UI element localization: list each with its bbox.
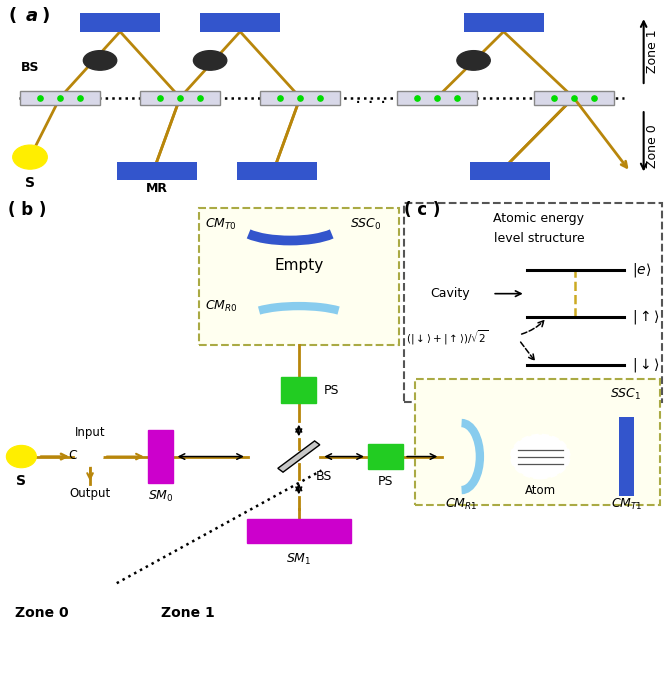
Text: $CM_{T0}$: $CM_{T0}$: [205, 217, 237, 232]
FancyBboxPatch shape: [404, 203, 662, 402]
Text: $CM_{R0}$: $CM_{R0}$: [205, 299, 238, 314]
Bar: [470, 162, 550, 180]
Text: $|\downarrow\rangle$: $|\downarrow\rangle$: [632, 356, 660, 374]
Text: $|\uparrow\rangle$: $|\uparrow\rangle$: [632, 308, 660, 325]
FancyBboxPatch shape: [415, 379, 660, 506]
Bar: [20, 90, 100, 105]
Text: MR: MR: [146, 182, 167, 195]
Text: $SSC_0$: $SSC_0$: [350, 217, 382, 232]
Bar: [148, 430, 173, 483]
Bar: [140, 90, 220, 105]
Text: Atomic energy: Atomic energy: [494, 212, 584, 225]
Text: ( b ): ( b ): [8, 201, 47, 219]
Ellipse shape: [457, 51, 490, 70]
Ellipse shape: [83, 51, 117, 70]
Text: Input: Input: [75, 426, 105, 439]
Text: level structure: level structure: [494, 232, 584, 245]
Bar: [464, 13, 544, 32]
Text: C: C: [68, 449, 77, 462]
Bar: [200, 13, 280, 32]
Text: Empty: Empty: [274, 258, 323, 273]
Bar: [534, 90, 614, 105]
Bar: [237, 162, 317, 180]
Bar: [619, 416, 634, 496]
Bar: [260, 90, 340, 105]
Bar: [397, 90, 477, 105]
Text: $SM_0$: $SM_0$: [148, 488, 173, 503]
Text: PS: PS: [323, 384, 339, 397]
Text: ): ): [41, 7, 49, 25]
Text: Zone 0: Zone 0: [15, 606, 68, 620]
Bar: [247, 519, 351, 543]
Ellipse shape: [13, 145, 47, 169]
Bar: [368, 444, 403, 469]
Text: . . .: . . .: [355, 88, 386, 107]
Text: $SM_1$: $SM_1$: [286, 552, 311, 567]
FancyBboxPatch shape: [199, 208, 399, 345]
Text: Atom: Atom: [525, 484, 556, 497]
Text: $CM_{R1}$: $CM_{R1}$: [446, 497, 478, 512]
Text: BS: BS: [315, 471, 332, 484]
Ellipse shape: [77, 447, 103, 466]
Text: Cavity: Cavity: [430, 287, 470, 300]
Ellipse shape: [511, 435, 570, 478]
Text: Zone 1: Zone 1: [646, 29, 659, 73]
Bar: [281, 377, 316, 403]
Ellipse shape: [7, 445, 36, 468]
Text: Output: Output: [69, 487, 111, 500]
Text: a: a: [25, 7, 37, 25]
Text: $(|\downarrow\rangle+|\uparrow\rangle)/\sqrt{2}$: $(|\downarrow\rangle+|\uparrow\rangle)/\…: [406, 328, 488, 347]
Text: Zone 1: Zone 1: [161, 606, 215, 620]
Text: ( c ): ( c ): [404, 201, 440, 219]
Text: $CM_{T1}$: $CM_{T1}$: [610, 497, 642, 512]
Bar: [117, 162, 197, 180]
Text: Object: Object: [85, 14, 131, 27]
Polygon shape: [278, 441, 319, 472]
Text: $SSC_1$: $SSC_1$: [610, 387, 642, 402]
Ellipse shape: [193, 51, 227, 70]
Text: Zone 0: Zone 0: [646, 125, 659, 169]
Text: S: S: [25, 176, 35, 190]
Text: S: S: [17, 474, 26, 488]
Bar: [80, 13, 160, 32]
Text: BS: BS: [21, 62, 40, 75]
Text: (: (: [8, 7, 16, 25]
Text: PS: PS: [378, 475, 394, 488]
Text: $|e\rangle$: $|e\rangle$: [632, 261, 652, 279]
